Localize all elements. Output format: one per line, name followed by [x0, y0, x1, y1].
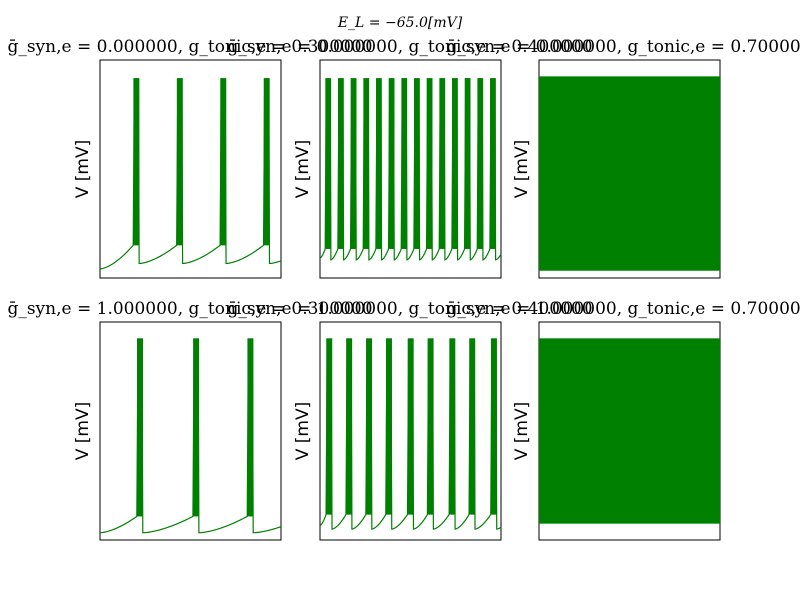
spike-mark	[325, 78, 332, 249]
voltage-band	[539, 338, 720, 524]
spike-mark	[338, 78, 344, 249]
y-axis-label: V [mV]	[512, 402, 532, 461]
spike-mark	[326, 338, 333, 515]
spike-mark	[385, 338, 392, 515]
panel-row2-col2: ḡ_syn,e = 1.000000, g_tonic,e = 0.400000…	[227, 299, 593, 541]
spike-mark	[193, 338, 200, 517]
voltage-line	[99, 338, 282, 534]
spike-mark	[452, 78, 458, 249]
panel-row2-col1: ḡ_syn,e = 1.000000, g_tonic,e = 0.300000…	[7, 299, 373, 541]
spike-mark	[477, 78, 484, 249]
y-axis-label: V [mV]	[73, 140, 93, 199]
spike-mark	[350, 78, 357, 249]
spike-mark	[137, 338, 143, 517]
spike-mark	[490, 78, 496, 249]
spike-mark	[439, 78, 446, 249]
spike-mark	[220, 78, 227, 246]
panel-row1-col3: ḡ_syn,e = 0.000000, g_tonic,e = 0.700000…	[446, 37, 800, 279]
panel-row1-col1: ḡ_syn,e = 0.000000, g_tonic,e = 0.300000…	[7, 37, 373, 279]
y-axis-label: V [mV]	[293, 402, 313, 461]
panel-title: ḡ_syn,e = 1.000000, g_tonic,e = 0.400000	[227, 299, 592, 319]
spike-mark	[464, 78, 471, 249]
spike-mark	[414, 78, 420, 249]
panel-row1-col2: ḡ_syn,e = 0.000000, g_tonic,e = 0.400000…	[227, 37, 593, 279]
spike-mark	[363, 78, 370, 249]
panel-row2-col3: ḡ_syn,e = 1.000000, g_tonic,e = 0.700000…	[446, 299, 800, 541]
figure-suptitle: E_L = −65.0[mV]	[337, 15, 463, 31]
voltage-line	[319, 78, 502, 261]
panel-title: ḡ_syn,e = 0.000000, g_tonic,e = 0.700000	[446, 37, 800, 57]
spike-mark	[427, 338, 434, 515]
voltage-trace	[319, 338, 502, 530]
spike-mark	[469, 338, 476, 515]
voltage-band	[539, 76, 720, 271]
spike-mark	[407, 338, 414, 515]
y-axis-label: V [mV]	[512, 140, 532, 199]
plot-frame	[99, 59, 282, 279]
spike-mark	[346, 338, 353, 515]
voltage-trace	[539, 338, 720, 524]
panel-title: ḡ_syn,e = 0.000000, g_tonic,e = 0.300000	[7, 37, 372, 57]
spike-mark	[490, 338, 497, 515]
voltage-line	[99, 78, 282, 270]
panel-title: ḡ_syn,e = 0.000000, g_tonic,e = 0.400000	[227, 37, 592, 57]
y-axis-label: V [mV]	[293, 140, 313, 199]
panel-title: ḡ_syn,e = 1.000000, g_tonic,e = 0.300000	[7, 299, 372, 319]
spike-mark	[366, 338, 373, 515]
spike-mark	[449, 338, 456, 515]
plot-frame	[99, 321, 282, 541]
voltage-trace	[539, 76, 720, 271]
spike-mark	[401, 78, 408, 249]
spike-mark	[426, 78, 433, 249]
plot-frame	[319, 321, 502, 541]
spike-mark	[247, 338, 254, 517]
voltage-trace	[99, 338, 282, 534]
spike-mark	[176, 78, 183, 246]
spike-mark	[133, 78, 140, 246]
spike-mark	[263, 78, 270, 246]
spike-mark	[376, 78, 382, 249]
voltage-trace	[99, 78, 282, 270]
panel-title: ḡ_syn,e = 1.000000, g_tonic,e = 0.700000	[446, 299, 800, 319]
voltage-trace	[319, 78, 502, 261]
plot-frame	[319, 59, 502, 279]
spike-mark	[388, 78, 395, 249]
y-axis-label: V [mV]	[73, 402, 93, 461]
